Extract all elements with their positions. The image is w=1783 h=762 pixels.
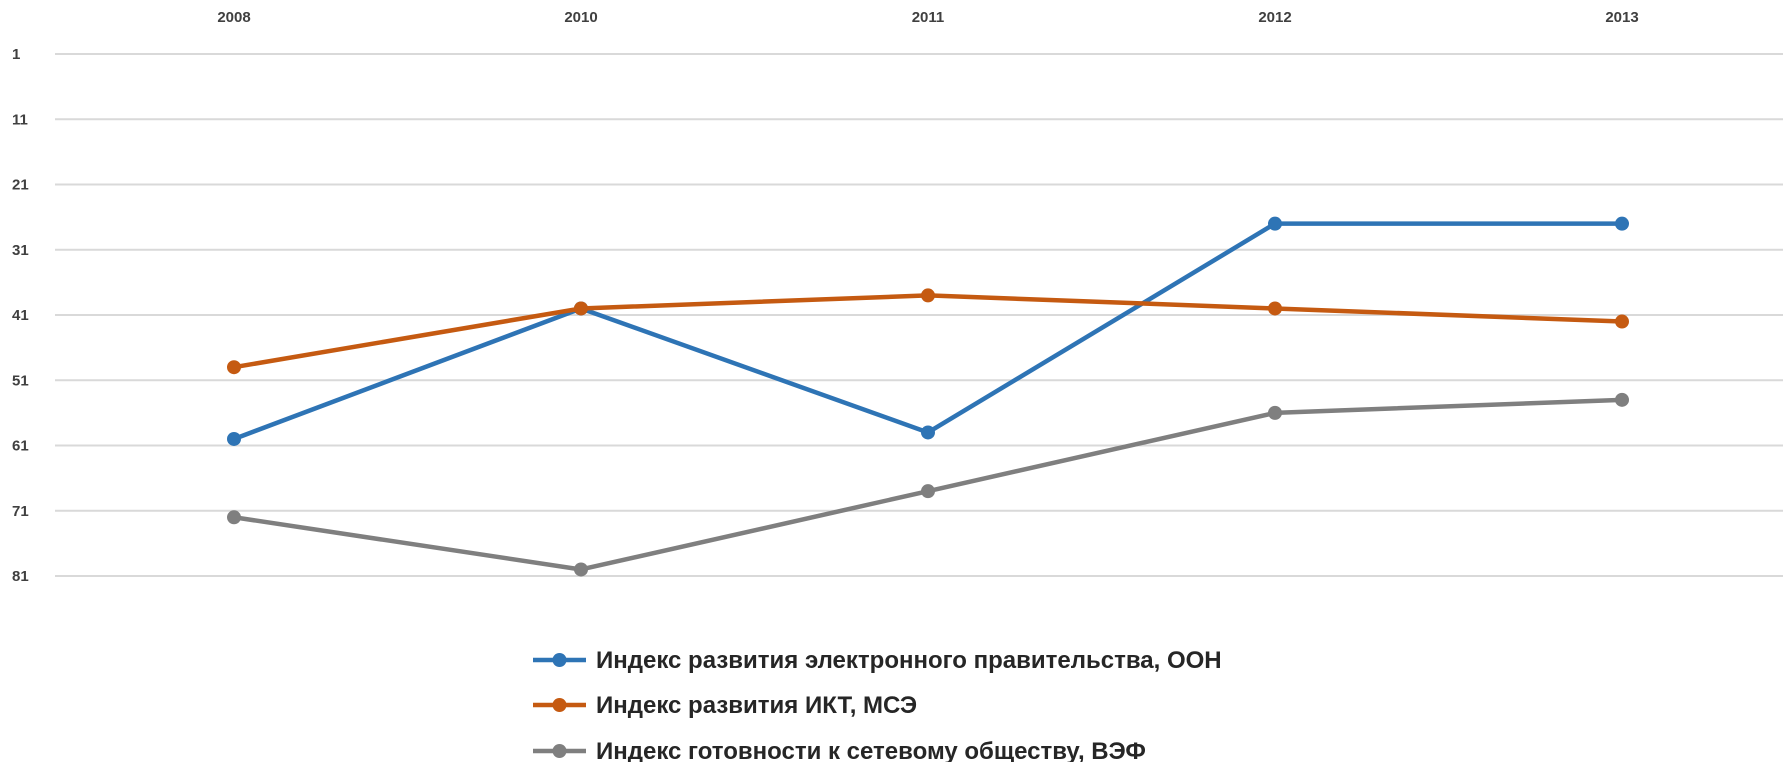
data-point [227,431,241,446]
legend-label: Индекс развития ИКТ, МСЭ [596,692,917,719]
legend-marker [552,698,567,712]
series-line [231,293,1625,370]
x-axis-tick-labels: 2008 2010 2011 2012 2013 [217,9,1638,26]
legend: Индекс развития электронного правительст… [533,647,1222,762]
x-tick-label: 2010 [564,9,597,26]
legend-label: Индекс развития электронного правительст… [596,647,1222,674]
legend-item: Индекс развития ИКТ, МСЭ [533,692,917,719]
y-tick-label: 1 [12,46,20,63]
y-tick-label: 21 [12,177,29,194]
legend-marker [552,653,567,667]
series-3 [227,392,1629,577]
data-point [1268,405,1282,420]
grid-lines [55,53,1783,577]
x-tick-label: 2012 [1258,9,1291,26]
y-tick-label: 71 [12,503,29,520]
y-tick-label: 11 [12,111,28,128]
y-tick-label: 31 [12,242,29,259]
x-tick-label: 2011 [912,9,945,26]
y-tick-label: 61 [12,438,29,455]
data-point [921,425,935,440]
data-point [1615,314,1629,329]
x-tick-label: 2013 [1605,9,1638,26]
data-point [1615,216,1629,231]
series-lines [227,216,1629,577]
data-point [227,360,241,375]
data-point [1268,301,1282,316]
legend-item: Индекс развития электронного правительст… [533,647,1222,674]
data-point [227,510,241,525]
data-point [921,288,935,303]
series-2 [227,288,1629,375]
y-tick-label: 81 [12,568,29,585]
legend-label: Индекс готовности к сетевому обществу, В… [596,738,1146,762]
data-point [1615,392,1629,407]
legend-marker [552,744,567,758]
data-point [574,301,588,316]
data-point [1268,216,1282,231]
data-point [921,484,935,499]
y-tick-label: 41 [12,307,29,324]
y-tick-label: 51 [12,372,29,389]
x-tick-label: 2008 [217,9,250,26]
data-point [574,562,588,577]
legend-item: Индекс готовности к сетевому обществу, В… [533,738,1146,762]
